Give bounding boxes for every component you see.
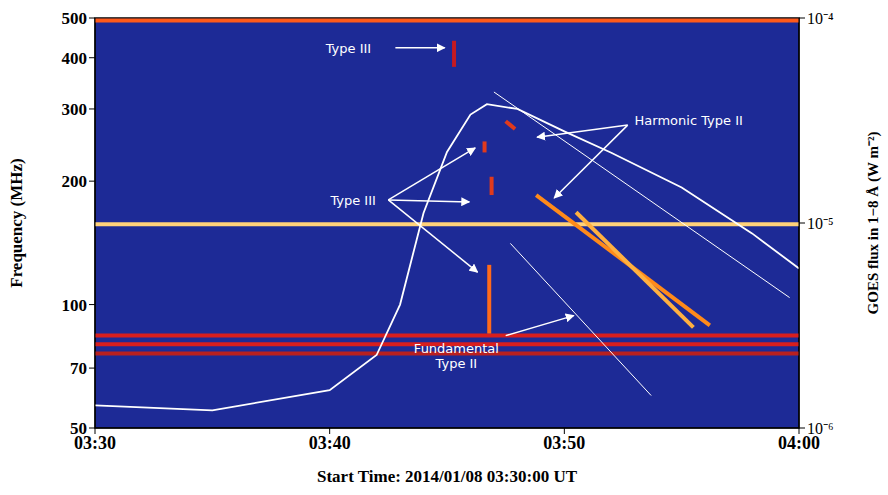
svg-text:Frequency (MHz): Frequency (MHz) bbox=[7, 158, 26, 288]
svg-text:10⁻⁵: 10⁻⁵ bbox=[807, 215, 834, 232]
svg-text:50: 50 bbox=[70, 419, 87, 438]
svg-text:500: 500 bbox=[62, 9, 88, 28]
svg-text:03:50: 03:50 bbox=[543, 433, 585, 453]
svg-text:FundamentalType II: FundamentalType II bbox=[414, 341, 499, 371]
svg-text:10⁻⁴: 10⁻⁴ bbox=[807, 10, 834, 27]
svg-text:04:00: 04:00 bbox=[778, 432, 820, 453]
svg-text:300: 300 bbox=[62, 100, 88, 119]
svg-text:70: 70 bbox=[70, 359, 87, 378]
svg-text:200: 200 bbox=[62, 172, 88, 191]
svg-text:Type III: Type III bbox=[329, 192, 376, 207]
svg-text:Type III: Type III bbox=[325, 40, 372, 55]
svg-text:400: 400 bbox=[62, 49, 88, 68]
svg-text:GOES flux in 1−8 Å (W m⁻²): GOES flux in 1−8 Å (W m⁻²) bbox=[865, 132, 882, 315]
svg-text:100: 100 bbox=[62, 296, 88, 315]
svg-text:03:40: 03:40 bbox=[309, 433, 351, 453]
svg-text:10⁻⁶: 10⁻⁶ bbox=[807, 420, 834, 437]
svg-text:Start Time: 2014/01/08 03:30:0: Start Time: 2014/01/08 03:30:00 UT bbox=[317, 467, 578, 486]
svg-text:03:30: 03:30 bbox=[74, 432, 116, 453]
svg-text:Harmonic Type II: Harmonic Type II bbox=[635, 112, 743, 127]
